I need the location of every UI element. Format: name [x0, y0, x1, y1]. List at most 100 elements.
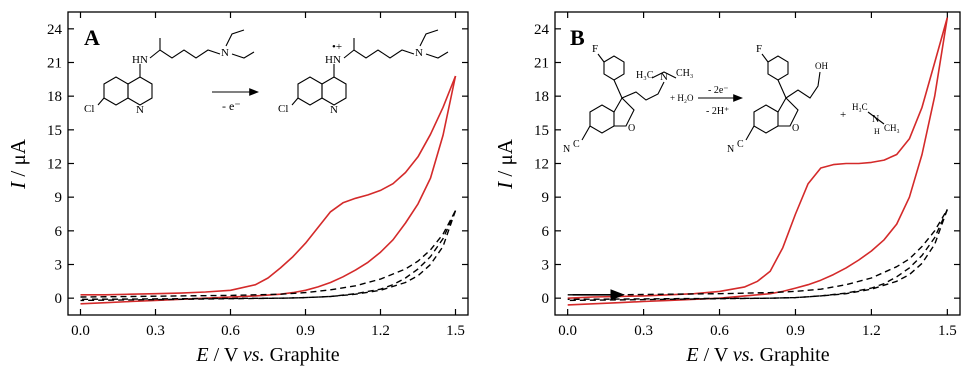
scheme-b-right-nitrile-n: N: [727, 144, 734, 155]
x-axis-ticks-b: 0.0 0.3 0.6 0.9 1.2 1.5: [558, 12, 957, 339]
plot-area-a: 0 3 6 9 12 15 18 21 24 0.0 0.3 0.6 0.9 1.2 1.5: [47, 11, 469, 339]
scheme-b-right-nitrile-c: C: [737, 139, 744, 150]
chloro-bond-right: [291, 97, 299, 106]
x-axis-unit-a: / V: [209, 344, 243, 366]
x-axis-variable-a: E: [195, 344, 208, 366]
scheme-b-left-nitrile-n: N: [563, 144, 570, 155]
y-tick-label-a: 24: [47, 22, 63, 38]
plot-frame-a: [67, 11, 469, 316]
fluoro-bond-left: [597, 53, 605, 63]
y-tick-label-b: 18: [534, 89, 549, 105]
y-tick-label-a: 3: [55, 258, 63, 274]
scheme-b-left-nitrile-c: C: [573, 139, 580, 150]
y-tick-label-a: 15: [47, 123, 62, 139]
hydroxy-chain-right: [785, 71, 821, 99]
scheme-a-right-nh: HN: [325, 54, 341, 66]
analyte-voltammogram-curve-b-1: [567, 17, 949, 306]
scheme-b-arrow-bottom: - 2H⁺: [706, 106, 729, 117]
furan-ring-left: [613, 97, 635, 127]
scheme-b-left-amine-n: N: [660, 71, 668, 83]
x-axis-unit-b: / V: [699, 344, 733, 366]
x-tick-label-b: 0.0: [558, 323, 577, 339]
scheme-b-plus: +: [840, 109, 846, 121]
scheme-b-right-o: O: [792, 123, 799, 134]
scheme-a-left-cl: Cl: [84, 103, 94, 115]
blank-electrolyte-curve-a-4: [80, 210, 457, 300]
scheme-b-amine-h3c: H₃C: [852, 102, 868, 112]
x-tick-label-b: 0.3: [634, 323, 653, 339]
scheme-b-labels: F N H₃C CH₃ O N C + H₂O - 2e⁻ - 2H⁺ F OH…: [563, 43, 900, 155]
y-tick-label-a: 18: [47, 89, 62, 105]
y-tick-label-b: 24: [534, 22, 550, 38]
aryl-bond-right: [777, 79, 787, 99]
x-tick-label-a: 0.9: [296, 323, 315, 339]
quinoline-benzo-ring-left: [103, 76, 129, 106]
scheme-b-left-h3c: H₃C: [636, 70, 654, 81]
aryl-bond-left: [613, 79, 623, 99]
fluorophenyl-ring-left: [603, 55, 625, 81]
scheme-a-left-ring-n: N: [136, 104, 144, 116]
x-axis-vs-b: vs.: [733, 344, 755, 366]
y-tick-label-b: 21: [534, 56, 549, 72]
x-axis-label-b: E / V vs. Graphite: [685, 344, 829, 366]
y-axis-variable-b: I: [493, 181, 517, 190]
ethyl-down-right: [425, 51, 449, 59]
reaction-scheme-b: [581, 53, 885, 141]
scheme-b-amine-h: H: [874, 127, 880, 136]
panel-label-b: B: [570, 25, 585, 50]
scheme-a-right-ring-n: N: [330, 104, 338, 116]
quinoline-benzo-ring-right: [297, 76, 323, 106]
nitrile-bond-left: [581, 125, 591, 141]
y-tick-label-b: 0: [542, 291, 550, 307]
scheme-b-plus-water: + H₂O: [670, 93, 694, 103]
y-tick-label-a: 9: [55, 190, 63, 206]
scheme-a-labels: HN Cl N N HN •+ Cl N N - e⁻: [84, 41, 423, 116]
x-tick-label-b: 1.2: [862, 323, 881, 339]
x-tick-label-a: 0.0: [71, 323, 90, 339]
x-axis-reference-a: Graphite: [265, 344, 340, 366]
isobenzofuran-ring-left: [589, 104, 615, 134]
scheme-a-left-nh: HN: [132, 54, 148, 66]
panel-b: 0 3 6 9 12 15 18 21 24 0.0 0.3 0.6 0.9 1.2 1.5 B I / …: [493, 11, 961, 366]
x-axis-vs-a: vs.: [243, 344, 265, 366]
scheme-b-arrow-top: - 2e⁻: [708, 85, 729, 96]
panel-label-a: A: [84, 25, 100, 50]
scheme-a-radical: •+: [332, 41, 342, 53]
y-axis-variable-a: I: [6, 181, 30, 190]
y-tick-label-b: 15: [534, 123, 549, 139]
y-tick-label-b: 12: [534, 157, 549, 173]
analyte-voltammogram-curve-b-0: [567, 17, 949, 299]
quinoline-pyridine-ring-right: [321, 76, 347, 106]
x-tick-label-a: 1.5: [446, 323, 465, 339]
x-axis-reference-b: Graphite: [755, 344, 830, 366]
scheme-b-left-o: O: [628, 123, 635, 134]
analyte-voltammogram-curve-a-0: [80, 75, 457, 296]
panel-a: 0 3 6 9 12 15 18 21 24 0.0 0.3 0.6 0.9 1.2 1.5 A I / …: [6, 11, 469, 366]
amine-chain-left: [621, 81, 665, 101]
y-axis-unit-a: / μA: [6, 138, 30, 182]
x-tick-label-a: 0.3: [146, 323, 165, 339]
x-tick-label-a: 0.6: [221, 323, 240, 339]
blank-electrolyte-curve-a-2: [80, 210, 457, 298]
y-axis-ticks-a: 0 3 6 9 12 15 18 21 24: [47, 22, 468, 307]
reaction-scheme-a: [97, 29, 449, 106]
x-tick-label-b: 0.6: [710, 323, 729, 339]
x-tick-label-b: 1.5: [938, 323, 957, 339]
quinoline-pyridine-ring-left: [127, 76, 153, 106]
scheme-a-left-amine-n: N: [221, 47, 229, 59]
y-tick-label-a: 21: [47, 56, 62, 72]
ethyl-up-right: [419, 29, 439, 47]
scheme-b-left-ch3: CH₃: [676, 68, 693, 79]
fluoro-bond-right: [761, 53, 769, 63]
x-axis-label-a: E / V vs. Graphite: [195, 344, 339, 366]
y-tick-label-b: 6: [542, 224, 550, 240]
y-axis-unit-b: / μA: [493, 138, 517, 182]
side-chain-left: [149, 49, 221, 59]
scheme-b-amine-n: N: [872, 114, 879, 125]
blank-electrolyte-curve-b-2: [567, 209, 948, 296]
x-tick-label-a: 1.2: [371, 323, 390, 339]
y-axis-label-a: I / μA: [6, 138, 30, 190]
scheme-b-amine-ch3: CH₃: [884, 123, 900, 133]
series-group-b: [567, 17, 949, 306]
